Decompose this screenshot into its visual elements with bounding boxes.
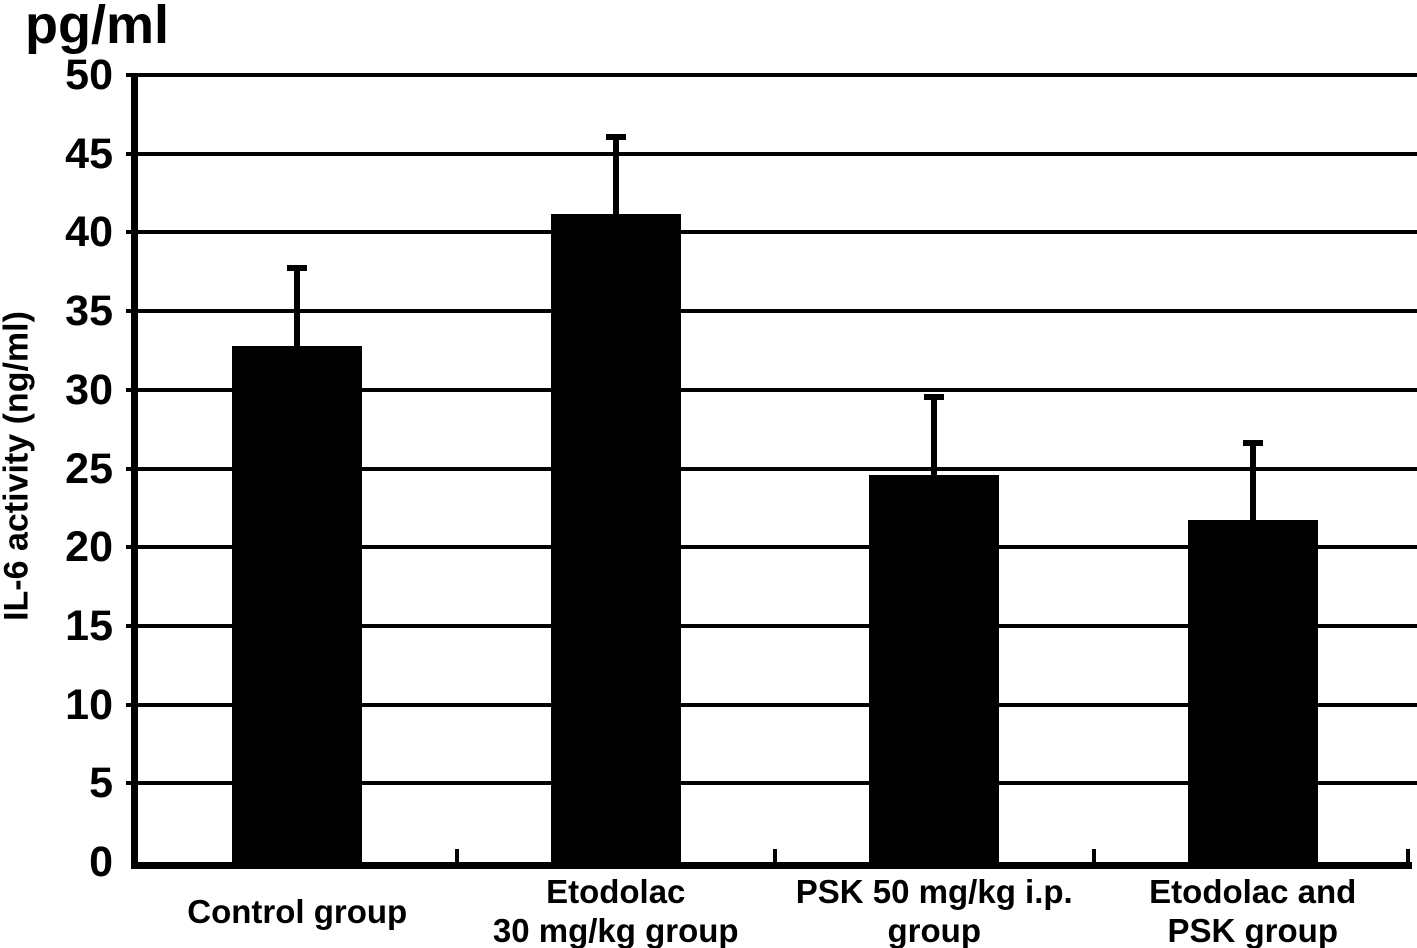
gridline — [126, 623, 1417, 628]
gridline — [126, 702, 1417, 707]
gridline — [126, 230, 1417, 235]
gridline — [126, 73, 1417, 77]
error-bar-cap — [287, 265, 308, 272]
category-label-line: 30 mg/kg group — [492, 912, 739, 948]
y-tick-label: 50 — [65, 51, 113, 99]
y-tick-label: 20 — [65, 523, 113, 572]
x-axis-tick — [454, 849, 459, 862]
gridline — [126, 309, 1417, 314]
category-label: Control group — [138, 871, 457, 948]
x-axis-tick — [1406, 849, 1410, 862]
category-label-line: Etodolac and — [1149, 873, 1357, 910]
y-axis-line — [131, 75, 138, 869]
error-bar — [931, 396, 938, 475]
y-tick-label: 10 — [65, 680, 113, 729]
y-tick-label: 30 — [65, 365, 113, 414]
gridline — [126, 151, 1417, 156]
category-label: Etodolac and PSK group — [1094, 871, 1413, 948]
gridline — [126, 781, 1417, 786]
y-tick-label: 0 — [89, 838, 113, 886]
bar — [550, 213, 681, 862]
error-bar-cap — [924, 394, 945, 401]
bar — [1187, 520, 1318, 862]
y-tick-label: 15 — [65, 601, 113, 650]
category-label-line: PSK 50 mg/kg i.p. — [795, 873, 1073, 910]
y-tick-label: 5 — [89, 759, 113, 808]
x-axis-line — [131, 862, 1412, 869]
error-bar — [294, 267, 301, 346]
y-tick-label: 25 — [65, 444, 113, 493]
category-label-line: group — [887, 912, 981, 948]
plot-area: 0 5 10 15 20 25 30 35 40 45 50 Control group Etodola… — [65, 51, 1417, 948]
x-axis-tick — [1091, 849, 1096, 862]
gridline — [126, 466, 1417, 471]
chart-title: pg/ml — [25, 0, 169, 55]
category-label: Etodolac 30 mg/kg group — [457, 871, 776, 948]
category-label-line: Etodolac — [546, 873, 686, 910]
y-tick-label: 35 — [65, 287, 113, 336]
category-label-line: Control group — [187, 892, 408, 930]
bar — [869, 474, 1000, 862]
category-label-line: PSK group — [1167, 912, 1339, 948]
error-bar — [1249, 441, 1256, 521]
category-label: PSK 50 mg/kg i.p. group — [775, 871, 1094, 948]
y-tick-label: 40 — [65, 208, 113, 257]
x-axis-tick — [773, 849, 777, 862]
bar — [232, 345, 363, 862]
error-bar — [612, 136, 619, 214]
gridline — [126, 545, 1417, 550]
error-bar-cap — [1242, 439, 1263, 446]
error-bar-cap — [605, 134, 626, 141]
gridline — [126, 387, 1417, 392]
y-tick-label: 45 — [65, 129, 113, 178]
